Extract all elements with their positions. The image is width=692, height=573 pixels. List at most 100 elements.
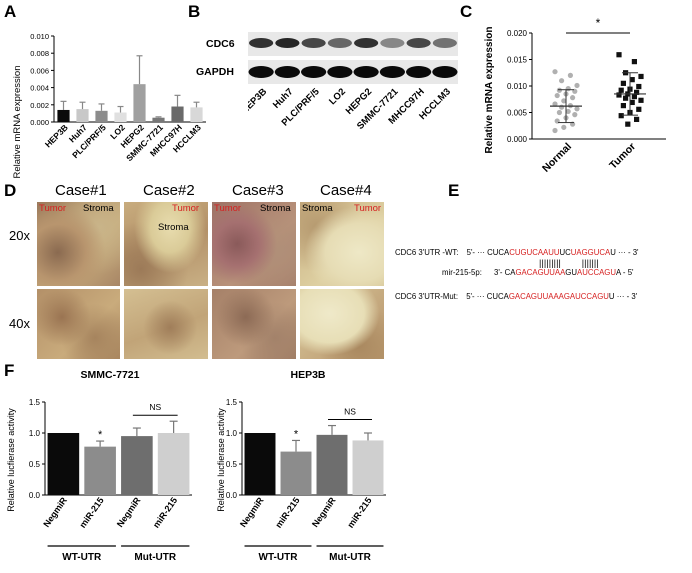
case-4-title: Case#4: [320, 182, 372, 199]
c-normal-point: [565, 108, 571, 115]
f-bar: [352, 440, 384, 495]
f-star: *: [98, 429, 103, 441]
f-category-label: NegmiR: [310, 495, 338, 529]
panel-label-d: D: [4, 181, 17, 200]
c-category-label: Tumor: [607, 141, 638, 172]
c-tumor-point: [636, 83, 642, 90]
tag-case1-tumor: Tumor: [39, 203, 67, 214]
c-category-label: Normal: [540, 141, 574, 175]
tag-case1-stroma: Stroma: [83, 203, 114, 214]
wt-post: U ··· - 3': [610, 248, 639, 257]
cdc6-band: [327, 38, 352, 48]
c-sig-star: *: [596, 16, 601, 30]
c-ytick-label: 0.010: [507, 82, 528, 91]
f-ytick-label: 0.5: [226, 460, 238, 469]
mir-label: mir-215-5p:: [442, 268, 482, 277]
a-ytick-label: 0.000: [30, 118, 49, 127]
f-category-label: miR-215: [345, 495, 373, 529]
f-category-label: NegmiR: [41, 495, 69, 529]
f-ns-label: NS: [149, 402, 161, 412]
tile-case2-20x: Tumor Stroma: [124, 202, 208, 286]
blot-label-gapdh: GAPDH: [196, 66, 234, 78]
panel-a-ylabel: Relative mRNA expression: [12, 66, 23, 179]
tile-case1-20x: Tumor Stroma: [37, 202, 120, 286]
c-tumor-point: [625, 121, 631, 127]
f-bar: [84, 446, 116, 495]
f-group-label-mut: Mut-UTR: [329, 552, 371, 563]
f-category-label: NegmiR: [238, 495, 266, 529]
gapdh-band: [379, 66, 405, 78]
f-ytick-label: 0.0: [226, 491, 238, 500]
c-tumor-point: [636, 106, 642, 112]
c-ytick-label: 0.005: [507, 109, 528, 118]
mag-20x: 20x: [9, 228, 30, 243]
mir-mid: GU: [565, 268, 577, 277]
f-ytick-label: 1.0: [226, 429, 238, 438]
f-ytick-label: 0.5: [29, 460, 41, 469]
c-tumor-point: [618, 113, 624, 119]
wt-label: CDC6 3'UTR -WT:: [395, 248, 459, 257]
f-group-label-wt: WT-UTR: [259, 552, 299, 563]
gapdh-band: [432, 66, 458, 78]
c-normal-point: [567, 72, 573, 78]
gapdh-band: [248, 66, 274, 78]
c-normal-point: [561, 98, 567, 104]
c-tumor-point: [623, 95, 629, 101]
blot-lane-label: HEP3B: [248, 86, 269, 116]
a-bar: [114, 112, 127, 122]
panel-b-blot: CDC6 GAPDH HEP3B Huh7 PLC/PRF/5 LO2 HEPG2 SMM…: [190, 0, 460, 180]
f-ytick-label: 1.0: [29, 429, 41, 438]
c-tumor-point: [618, 87, 624, 93]
mir-pre: 3'- CA: [494, 268, 516, 277]
a-ytick-label: 0.008: [30, 49, 49, 58]
c-normal-point: [559, 104, 565, 110]
f-ns-label: NS: [344, 407, 356, 417]
c-tumor-point: [631, 94, 637, 100]
cdc6-band: [249, 38, 274, 48]
c-normal-point: [556, 87, 562, 93]
tile-case4-40x: [300, 289, 384, 359]
f-category-label: miR-215: [151, 495, 179, 529]
panel-a-chart: Relative mRNA expression 0.000 0.002 0.004…: [12, 32, 206, 179]
tile-case2-40x: [124, 289, 208, 359]
c-tumor-point: [629, 99, 635, 106]
cdc6-band: [354, 38, 379, 48]
c-tumor-point: [634, 116, 640, 122]
f-category-label: miR-215: [273, 495, 301, 529]
wt-pre: 5'- ··· CUCA: [466, 248, 510, 257]
f-bar: [244, 433, 276, 495]
a-ytick-label: 0.002: [30, 101, 49, 110]
panel-label-b: B: [188, 2, 201, 21]
c-ytick-label: 0.020: [507, 29, 528, 38]
tag-case4-stroma: Stroma: [302, 203, 333, 214]
f-star: *: [294, 428, 299, 440]
c-tumor-point: [616, 52, 622, 58]
f2-title: HEP3B: [290, 369, 325, 381]
c-normal-point: [556, 109, 562, 116]
f2-ylabel: Relative lucfierase activity: [216, 408, 226, 512]
a-bar: [95, 110, 108, 122]
mir-seed-red: GACAGUUAA: [515, 268, 566, 277]
f-ytick-label: 0.0: [29, 491, 41, 500]
a-bar: [57, 109, 70, 122]
c-ytick-label: 0.015: [507, 56, 528, 65]
case-2-title: Case#2: [143, 182, 195, 199]
panel-f-chart-2: HEP3B Relative lucfierase activity 0.0 0.…: [216, 369, 386, 563]
case-3-title: Case#3: [232, 182, 284, 199]
panel-label-e: E: [448, 181, 460, 200]
tile-case1-40x: [37, 289, 120, 359]
wt-seed-red: CUGUCAAUU: [509, 248, 560, 257]
a-bar: [171, 106, 184, 122]
c-normal-point: [554, 92, 560, 99]
panel-c-chart: Relative mRNA expression 0.000 0.005 0.010…: [484, 16, 666, 175]
panel-e-alignment: CDC6 3'UTR -WT: 5'- ··· CUCACUGUCAAUUUCU…: [395, 180, 692, 360]
gapdh-band: [406, 66, 432, 78]
f-bar: [280, 451, 312, 495]
bond-lines: ||||||||| |||||||: [539, 258, 599, 268]
c-normal-point: [570, 95, 576, 101]
gapdh-band: [274, 66, 300, 78]
a-bar: [190, 107, 203, 122]
mut-pre: 5'- ··· CUCA: [466, 292, 509, 301]
c-normal-point: [574, 106, 580, 112]
case-1-title: Case#1: [55, 182, 107, 199]
